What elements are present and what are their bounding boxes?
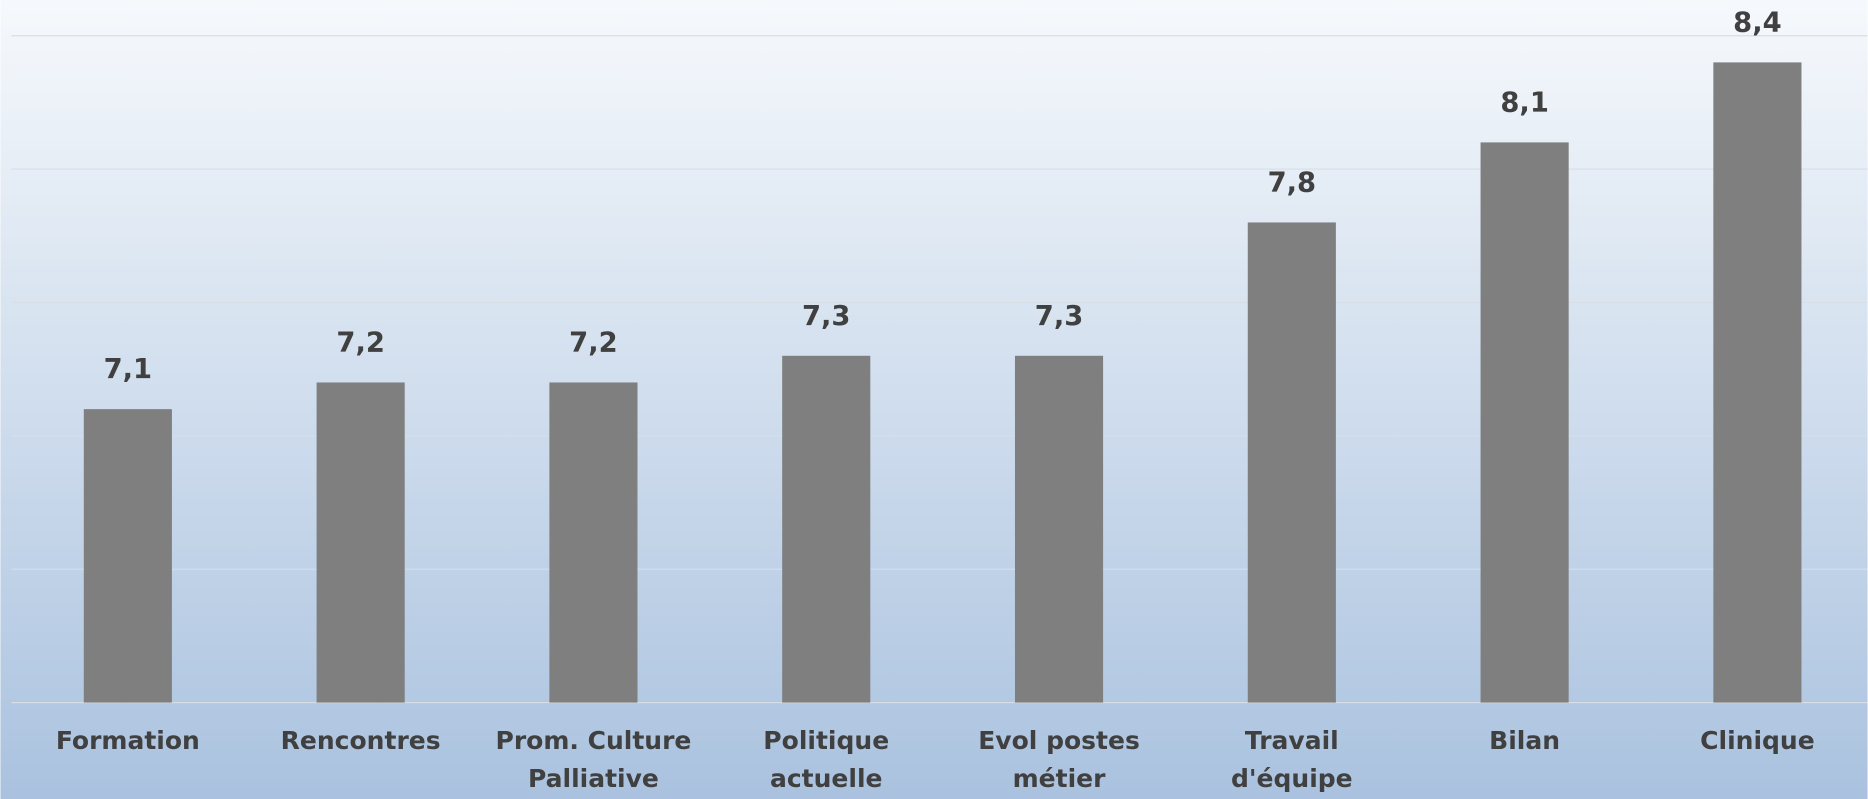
- value-label: 7,8: [1268, 167, 1317, 198]
- bar: [1480, 142, 1569, 703]
- x-tick-label-box: Clinique: [1700, 726, 1815, 755]
- x-tick-label: Evol postes métier: [978, 726, 1140, 794]
- value-label: 7,3: [802, 301, 851, 332]
- bar: [83, 409, 172, 703]
- bar: [316, 382, 405, 703]
- x-tick-label: Rencontres: [280, 726, 441, 755]
- bar: [782, 355, 871, 703]
- x-tick-label: Travail d'équipe: [1230, 726, 1353, 794]
- value-label: 7,1: [104, 354, 153, 385]
- bar: [1014, 355, 1104, 703]
- x-tick-label-box: Formation: [55, 726, 200, 755]
- value-label: 8,1: [1500, 87, 1549, 118]
- x-tick-label: Clinique: [1700, 726, 1815, 755]
- bar: [1247, 222, 1336, 703]
- value-label: 7,2: [569, 328, 618, 359]
- x-tick-label-box: Politique actuelle: [763, 726, 890, 794]
- x-tick-label: Politique actuelle: [763, 726, 890, 794]
- x-tick-label: Formation: [55, 726, 200, 755]
- value-label: 7,3: [1035, 301, 1084, 332]
- x-tick-label-box: Rencontres: [280, 726, 441, 755]
- x-tick-label: Prom. Culture Palliative: [495, 726, 692, 794]
- bar: [1713, 62, 1802, 703]
- x-tick-label-box: Travail d'équipe: [1230, 726, 1353, 794]
- x-tick-label-box: Bilan: [1489, 726, 1561, 755]
- x-tick-label-box: Prom. Culture Palliative: [495, 726, 692, 794]
- x-tick-label: Bilan: [1489, 726, 1561, 755]
- value-label: 7,2: [336, 328, 385, 359]
- value-label: 8,4: [1733, 7, 1782, 38]
- x-tick-label-box: Evol postes métier: [978, 726, 1140, 794]
- bar: [549, 382, 638, 703]
